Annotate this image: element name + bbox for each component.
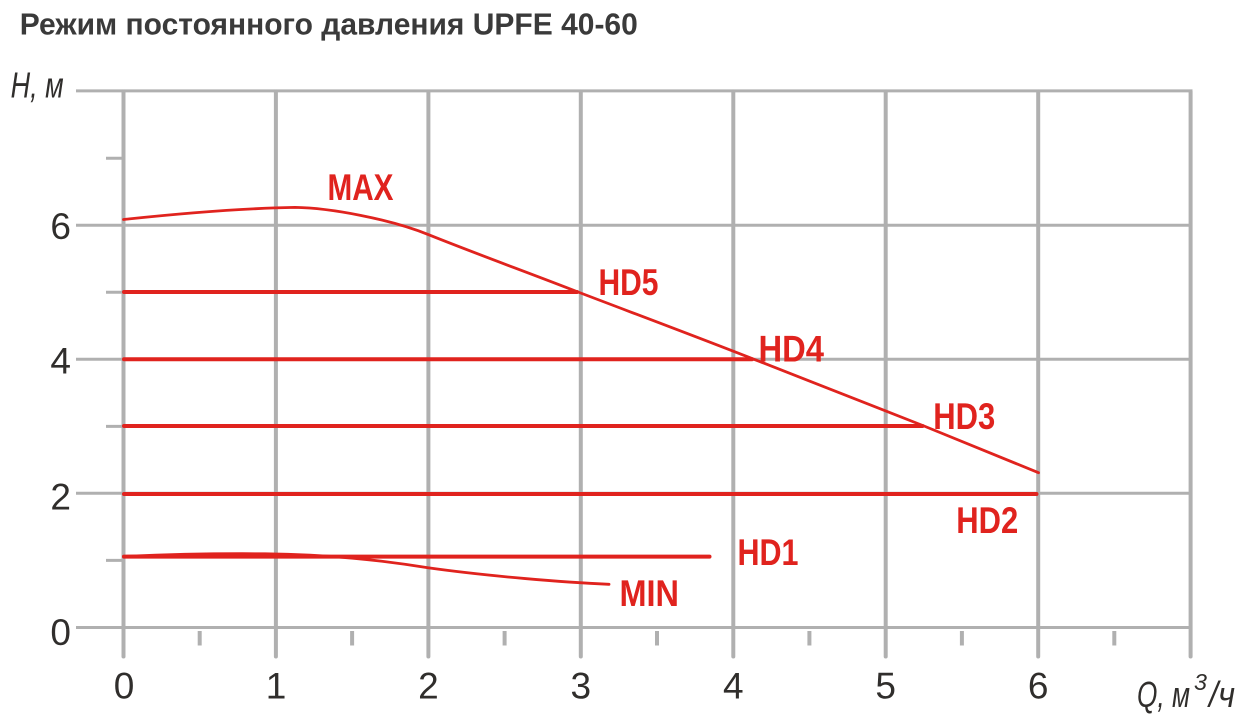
svg-text:HD4: HD4: [759, 329, 825, 370]
svg-text:4: 4: [723, 666, 744, 707]
svg-text:0: 0: [114, 666, 135, 707]
svg-text:2: 2: [418, 666, 439, 707]
svg-text:Режим постоянного давления UPF: Режим постоянного давления UPFE 40-60: [20, 7, 638, 42]
svg-text:HD1: HD1: [738, 532, 799, 573]
svg-text:4: 4: [50, 341, 71, 382]
svg-text:HD3: HD3: [933, 396, 995, 437]
svg-text:1: 1: [266, 666, 287, 707]
svg-text:3: 3: [571, 666, 592, 707]
svg-text:6: 6: [1028, 666, 1049, 707]
svg-text:6: 6: [50, 206, 71, 247]
svg-text:5: 5: [875, 666, 896, 707]
svg-text:HD5: HD5: [599, 262, 659, 303]
svg-text:Q, м: Q, м: [1137, 674, 1190, 715]
svg-text:MIN: MIN: [620, 573, 680, 614]
svg-text:H, м: H, м: [11, 64, 64, 105]
svg-text:MAX: MAX: [328, 167, 394, 208]
svg-text:HD2: HD2: [956, 500, 1018, 541]
svg-text:0: 0: [50, 612, 71, 653]
svg-text:3: 3: [1194, 669, 1207, 695]
svg-text:/ч: /ч: [1206, 674, 1235, 715]
svg-text:2: 2: [50, 476, 71, 517]
